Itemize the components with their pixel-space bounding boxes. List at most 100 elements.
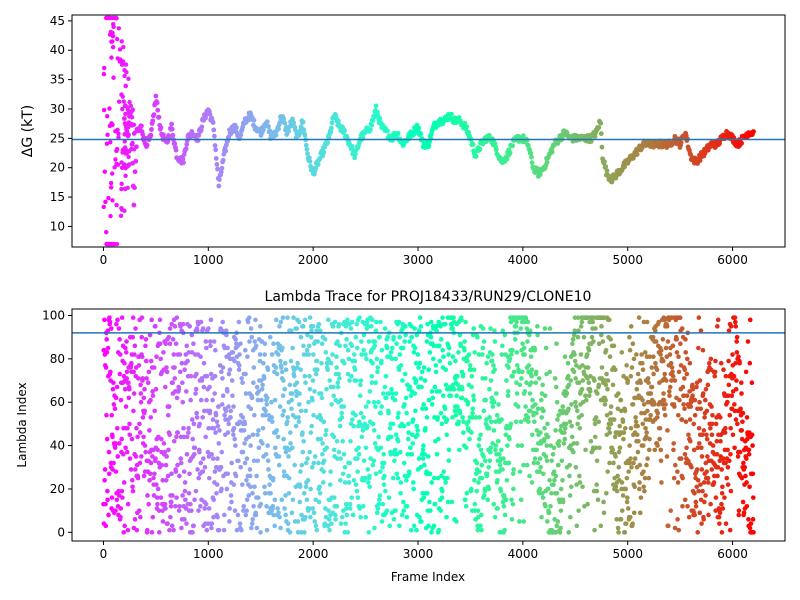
lambda-point xyxy=(278,525,283,531)
lambda-point xyxy=(489,358,495,364)
lambda-point xyxy=(418,464,423,470)
lambda-point xyxy=(472,350,477,355)
lambda-point xyxy=(403,332,408,338)
lambda-point xyxy=(275,506,280,511)
lambda-point xyxy=(370,360,375,366)
lambda-point xyxy=(173,341,179,346)
lambda-point xyxy=(690,382,695,388)
lambda-point xyxy=(683,350,688,355)
lambda-point xyxy=(431,356,436,362)
dg-point xyxy=(213,147,219,153)
lambda-point xyxy=(517,382,523,388)
lambda-point xyxy=(605,378,611,383)
lambda-point xyxy=(567,462,572,468)
dg-point xyxy=(169,126,175,132)
dg-point xyxy=(114,202,119,208)
lambda-point xyxy=(586,393,592,399)
lambda-point xyxy=(297,484,303,490)
lambda-point xyxy=(359,352,364,357)
dg-point xyxy=(184,142,190,147)
lambda-point xyxy=(219,449,225,455)
dg-point xyxy=(301,127,307,133)
lambda-point xyxy=(296,419,302,425)
lambda-point xyxy=(113,441,118,446)
lambda-point xyxy=(135,475,141,481)
lambda-point xyxy=(697,378,703,383)
dg-point xyxy=(349,143,355,149)
lambda-point xyxy=(163,341,169,346)
lambda-point xyxy=(633,395,638,401)
lambda-point xyxy=(541,471,546,477)
lambda-point xyxy=(649,384,655,390)
lambda-point xyxy=(720,456,726,461)
lambda-point xyxy=(302,514,308,520)
lambda-point xyxy=(392,458,397,464)
lambda-point xyxy=(385,334,390,340)
lambda-point xyxy=(307,449,312,455)
lambda-point xyxy=(342,464,348,470)
lambda-point xyxy=(263,412,268,418)
lambda-point xyxy=(455,382,461,388)
lambda-point xyxy=(548,443,554,448)
dg-point xyxy=(199,124,205,130)
lambda-point xyxy=(251,380,256,386)
lambda-point xyxy=(460,415,465,420)
lambda-point xyxy=(675,469,680,474)
lambda-point xyxy=(196,508,201,513)
lambda-point xyxy=(199,378,205,383)
lambda-point xyxy=(491,501,497,507)
lambda-point xyxy=(182,367,187,373)
lambda-point xyxy=(305,456,310,461)
lambda-point xyxy=(183,497,188,503)
lambda-point xyxy=(556,443,562,448)
lambda-point xyxy=(480,345,486,351)
lambda-point xyxy=(272,397,278,403)
lambda-point xyxy=(110,434,115,440)
lambda-point xyxy=(187,324,193,329)
lambda-point xyxy=(400,345,406,351)
lambda-point xyxy=(226,404,231,409)
lambda-point xyxy=(635,371,641,377)
lambda-point xyxy=(304,497,310,503)
lambda-point xyxy=(280,412,285,418)
lambda-point xyxy=(596,341,602,346)
lambda-point xyxy=(140,415,146,420)
lambda-point xyxy=(594,488,600,494)
lambda-point xyxy=(164,365,169,370)
lambda-point xyxy=(155,501,160,507)
lambda-point xyxy=(505,389,511,394)
lambda-point xyxy=(502,332,508,338)
lambda-point xyxy=(328,469,333,474)
dg-point xyxy=(124,69,129,75)
lambda-point xyxy=(641,469,646,474)
lambda-point xyxy=(285,315,290,320)
lambda-point xyxy=(249,525,254,531)
dg-point xyxy=(449,111,454,117)
lambda-point xyxy=(446,458,452,464)
lambda-y-tick-label: 40 xyxy=(50,439,65,453)
lambda-point xyxy=(632,456,638,461)
lambda-point xyxy=(223,328,229,333)
lambda-point xyxy=(349,319,355,325)
lambda-point xyxy=(671,447,676,453)
lambda-point xyxy=(517,519,522,524)
lambda-point xyxy=(162,384,168,390)
lambda-point xyxy=(110,386,116,392)
lambda-point xyxy=(108,326,114,331)
lambda-point xyxy=(613,367,618,373)
lambda-point xyxy=(389,386,394,392)
lambda-point xyxy=(144,527,150,533)
lambda-point xyxy=(570,337,576,342)
lambda-point xyxy=(169,523,175,529)
lambda-point xyxy=(625,378,631,383)
lambda-point xyxy=(132,517,138,522)
lambda-point xyxy=(681,376,687,381)
lambda-point xyxy=(273,365,279,370)
lambda-point xyxy=(532,456,538,461)
lambda-point xyxy=(104,350,110,355)
lambda-point xyxy=(279,497,285,503)
lambda-point xyxy=(235,512,241,518)
lambda-point xyxy=(152,471,157,477)
lambda-point xyxy=(560,404,566,409)
lambda-point xyxy=(254,473,259,479)
